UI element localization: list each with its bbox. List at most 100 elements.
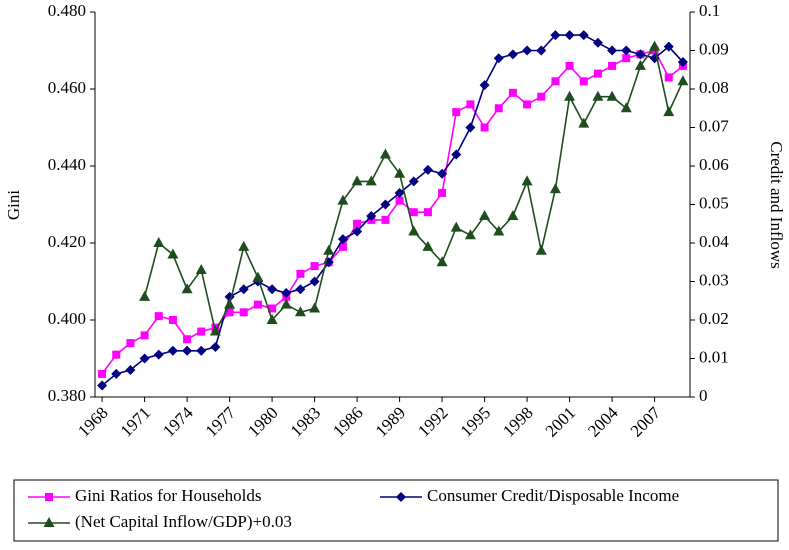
data-point <box>266 314 278 324</box>
data-point <box>606 90 618 101</box>
data-point <box>153 349 164 360</box>
x-tick-label: 2004 <box>584 403 622 441</box>
data-point <box>112 350 121 359</box>
data-point <box>380 199 391 210</box>
data-point <box>479 210 491 221</box>
data-point <box>409 208 418 217</box>
data-point <box>98 369 107 378</box>
data-point <box>608 61 617 70</box>
y-tick-label: 0.480 <box>48 1 86 20</box>
y-tick-label: 0.420 <box>48 232 86 251</box>
x-tick-label: 1989 <box>372 403 409 440</box>
data-point <box>323 244 335 255</box>
data-point <box>225 308 234 317</box>
x-tick-label: 1992 <box>414 403 451 440</box>
y2-tick-label: 0 <box>699 386 708 405</box>
x-tick-label: 2007 <box>627 403 665 441</box>
data-point <box>549 183 561 194</box>
data-point <box>664 73 673 82</box>
data-point <box>507 49 518 60</box>
y2-tick-label: 0.07 <box>699 116 729 135</box>
data-point <box>153 237 165 247</box>
data-point <box>352 226 363 237</box>
y2-tick-label: 0.09 <box>699 39 729 58</box>
data-point <box>607 45 618 56</box>
data-point <box>294 306 306 317</box>
data-point <box>167 248 179 259</box>
x-tick-label: 1977 <box>202 403 240 441</box>
data-point <box>295 284 306 295</box>
data-point <box>465 122 476 133</box>
data-point <box>479 80 490 91</box>
x-tick-label: 2001 <box>542 403 579 440</box>
y2-tick-label: 0.1 <box>699 1 720 20</box>
data-point <box>649 40 661 51</box>
data-point <box>438 188 447 197</box>
data-point <box>578 117 590 128</box>
data-point <box>480 123 489 132</box>
data-point <box>493 53 504 64</box>
y2-tick-label: 0.01 <box>699 347 729 366</box>
data-point <box>634 59 646 70</box>
legend-box <box>13 479 779 542</box>
data-point <box>536 45 547 56</box>
data-point <box>196 345 207 356</box>
data-point <box>182 345 193 356</box>
data-point <box>494 104 503 113</box>
data-point <box>579 77 588 86</box>
data-point <box>111 368 122 379</box>
x-tick-label: 1974 <box>159 403 197 441</box>
y2-tick-label: 0.02 <box>699 309 729 328</box>
y-tick-label: 0.400 <box>48 309 86 328</box>
data-point <box>353 219 362 228</box>
data-point <box>310 262 319 271</box>
data-point <box>365 175 377 186</box>
y2-tick-label: 0.08 <box>699 78 729 97</box>
data-point <box>197 327 206 336</box>
legend-label: Gini Ratios for Households <box>75 486 262 505</box>
data-point <box>677 75 689 86</box>
x-tick-label: 1995 <box>457 403 494 440</box>
data-point <box>523 100 532 109</box>
data-point <box>210 341 221 352</box>
data-point <box>493 225 505 236</box>
data-point <box>209 325 221 336</box>
data-point <box>593 69 602 78</box>
data-point <box>535 244 547 255</box>
data-point <box>592 90 604 101</box>
data-point <box>253 300 262 309</box>
data-point <box>394 187 405 198</box>
y-tick-label: 0.440 <box>48 155 86 174</box>
data-point <box>337 234 348 245</box>
data-point <box>338 242 347 251</box>
data-point <box>663 41 674 52</box>
data-point <box>125 365 136 376</box>
data-point <box>464 229 476 240</box>
data-point <box>507 210 519 221</box>
y2-tick-label: 0.04 <box>699 232 729 251</box>
y2-axis-label: Credit and Inflows <box>767 141 786 268</box>
legend-marker <box>45 493 53 501</box>
data-point <box>395 196 404 205</box>
legend-label: (Net Capital Inflow/GDP)+0.03 <box>75 512 292 531</box>
data-point <box>564 90 576 101</box>
data-point <box>450 221 462 232</box>
data-point <box>436 256 448 267</box>
legend-marker <box>43 517 55 527</box>
y2-tick-label: 0.05 <box>699 193 729 212</box>
data-point <box>466 100 475 109</box>
data-point <box>537 92 546 101</box>
data-point <box>423 208 432 217</box>
x-tick-label: 1986 <box>329 403 366 440</box>
data-point <box>621 45 632 56</box>
data-point <box>140 331 149 340</box>
data-point <box>437 168 448 179</box>
data-point <box>168 316 177 324</box>
data-point <box>267 284 278 295</box>
y2-tick-label: 0.03 <box>699 270 729 289</box>
data-point <box>622 54 631 63</box>
data-point <box>183 335 192 344</box>
y-tick-label: 0.460 <box>48 78 86 97</box>
data-point <box>592 37 603 48</box>
